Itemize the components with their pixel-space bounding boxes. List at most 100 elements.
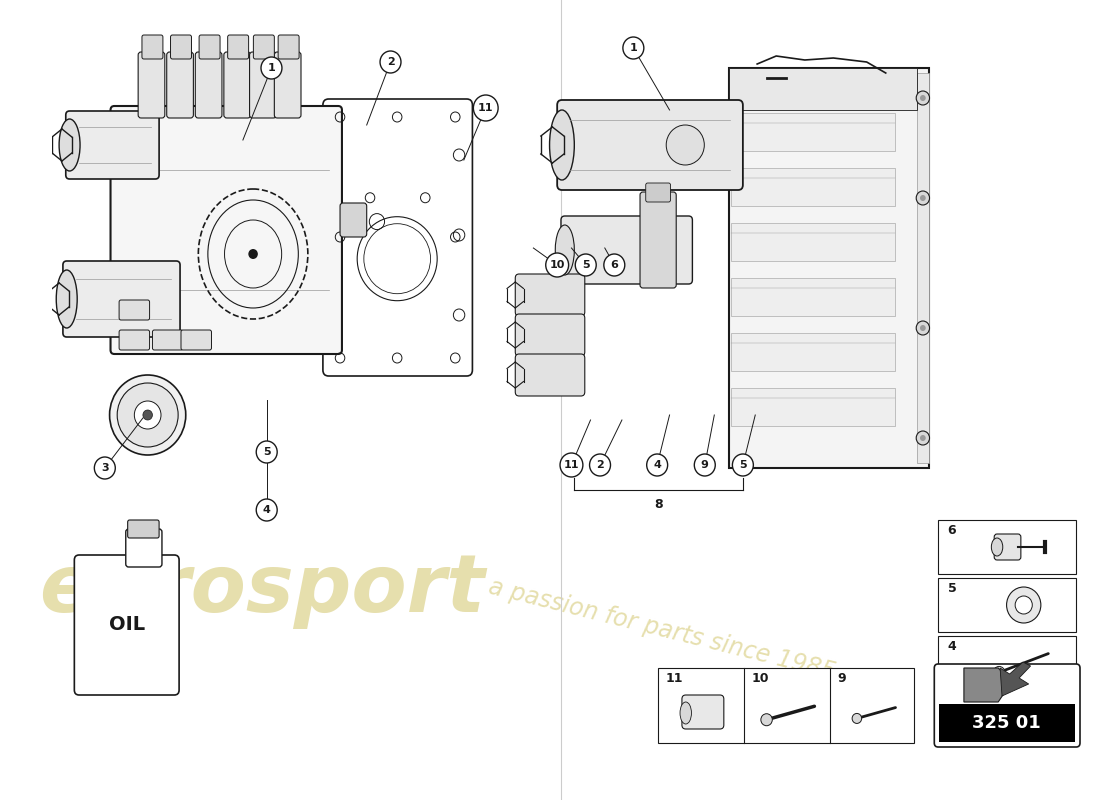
FancyBboxPatch shape: [110, 106, 342, 354]
Circle shape: [546, 253, 569, 277]
Circle shape: [761, 714, 772, 726]
FancyBboxPatch shape: [75, 555, 179, 695]
FancyBboxPatch shape: [646, 183, 671, 202]
Text: 1: 1: [629, 43, 637, 53]
Circle shape: [920, 95, 926, 101]
FancyBboxPatch shape: [274, 52, 301, 118]
Bar: [732, 388, 895, 426]
Circle shape: [95, 457, 116, 479]
Text: 5: 5: [739, 460, 747, 470]
Circle shape: [916, 321, 930, 335]
Circle shape: [694, 454, 715, 476]
FancyBboxPatch shape: [63, 261, 180, 337]
Circle shape: [575, 254, 596, 276]
Text: 10: 10: [550, 260, 565, 270]
Text: 5: 5: [263, 447, 271, 457]
Ellipse shape: [550, 110, 574, 180]
Circle shape: [993, 666, 1004, 678]
Circle shape: [379, 51, 401, 73]
Text: 4: 4: [263, 505, 271, 515]
Circle shape: [920, 325, 926, 331]
Text: 1: 1: [267, 63, 275, 73]
Circle shape: [256, 441, 277, 463]
Circle shape: [256, 499, 277, 521]
FancyBboxPatch shape: [558, 100, 743, 190]
Circle shape: [920, 435, 926, 441]
Bar: [939, 704, 1075, 742]
Text: 3: 3: [101, 463, 109, 473]
Text: 11: 11: [666, 672, 683, 685]
FancyBboxPatch shape: [153, 330, 183, 350]
Bar: [732, 333, 895, 371]
Bar: [732, 168, 895, 206]
FancyBboxPatch shape: [125, 529, 162, 567]
Circle shape: [249, 249, 257, 259]
FancyBboxPatch shape: [170, 35, 191, 59]
Text: 5: 5: [582, 260, 590, 270]
Circle shape: [143, 410, 153, 420]
FancyBboxPatch shape: [934, 664, 1080, 747]
FancyBboxPatch shape: [142, 35, 163, 59]
FancyBboxPatch shape: [728, 68, 928, 468]
Circle shape: [1015, 596, 1032, 614]
Bar: [938, 578, 1076, 632]
FancyBboxPatch shape: [278, 35, 299, 59]
FancyBboxPatch shape: [139, 52, 165, 118]
Text: 9: 9: [837, 672, 846, 685]
Circle shape: [647, 454, 668, 476]
Circle shape: [134, 401, 161, 429]
Text: 8: 8: [653, 498, 662, 510]
FancyBboxPatch shape: [66, 111, 160, 179]
Circle shape: [604, 254, 625, 276]
FancyBboxPatch shape: [228, 35, 249, 59]
Circle shape: [590, 454, 610, 476]
Circle shape: [110, 375, 186, 455]
FancyBboxPatch shape: [250, 52, 276, 118]
Ellipse shape: [556, 225, 574, 275]
Circle shape: [733, 454, 754, 476]
Circle shape: [623, 37, 643, 59]
FancyBboxPatch shape: [167, 52, 194, 118]
Circle shape: [852, 714, 861, 723]
Ellipse shape: [56, 270, 77, 328]
Circle shape: [118, 383, 178, 447]
Ellipse shape: [680, 702, 692, 724]
Bar: [938, 520, 1076, 574]
FancyBboxPatch shape: [561, 216, 692, 284]
Ellipse shape: [991, 538, 1003, 556]
Bar: [658, 668, 914, 743]
Text: 325 01: 325 01: [972, 714, 1041, 733]
Text: 6: 6: [947, 524, 956, 537]
FancyBboxPatch shape: [682, 695, 724, 729]
FancyBboxPatch shape: [515, 274, 585, 316]
FancyBboxPatch shape: [340, 203, 366, 237]
FancyBboxPatch shape: [917, 73, 928, 463]
Text: 5: 5: [947, 582, 956, 595]
Text: OIL: OIL: [109, 615, 145, 634]
Text: 4: 4: [653, 460, 661, 470]
Bar: [732, 278, 895, 316]
Circle shape: [560, 453, 583, 477]
FancyBboxPatch shape: [323, 99, 472, 376]
Text: 9: 9: [701, 460, 708, 470]
Ellipse shape: [59, 119, 80, 171]
Polygon shape: [964, 668, 1012, 702]
Circle shape: [667, 125, 704, 165]
Bar: [938, 636, 1076, 690]
FancyBboxPatch shape: [199, 35, 220, 59]
Polygon shape: [1000, 662, 1031, 696]
Text: eurosport: eurosport: [39, 551, 485, 629]
Text: 11: 11: [478, 103, 494, 113]
Bar: [732, 113, 895, 151]
Text: 2: 2: [596, 460, 604, 470]
Text: 10: 10: [751, 672, 769, 685]
Bar: [732, 223, 895, 261]
FancyBboxPatch shape: [640, 192, 676, 288]
Text: 6: 6: [610, 260, 618, 270]
FancyBboxPatch shape: [119, 330, 150, 350]
Text: 11: 11: [563, 460, 580, 470]
Circle shape: [1006, 587, 1041, 623]
Circle shape: [920, 195, 926, 201]
FancyBboxPatch shape: [515, 354, 585, 396]
FancyBboxPatch shape: [224, 52, 251, 118]
